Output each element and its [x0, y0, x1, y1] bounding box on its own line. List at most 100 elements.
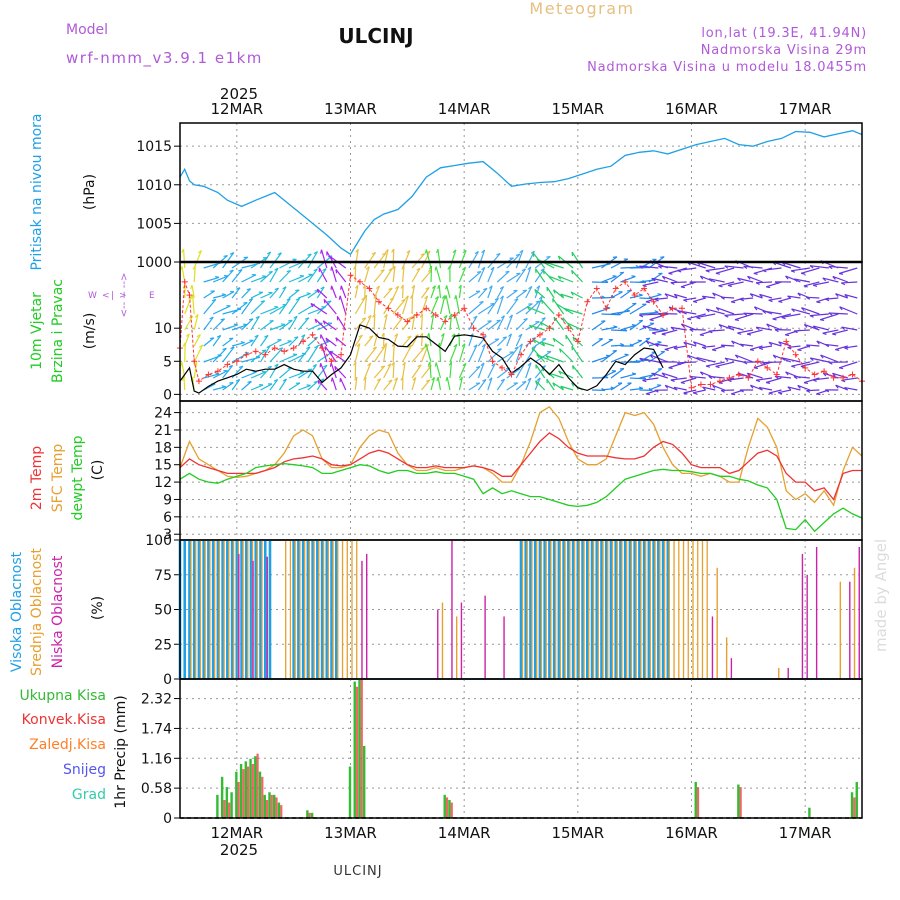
wind-arrow — [269, 347, 284, 363]
wind-arrow — [639, 313, 659, 316]
wind-arrow-head — [532, 345, 537, 349]
wind-arrow — [241, 288, 252, 299]
wind-arrow — [411, 377, 417, 391]
wind-arrow-head — [793, 330, 798, 334]
wind-arrow — [318, 267, 328, 283]
wind-arrow — [727, 325, 744, 331]
time-label-bottom: 16MAR — [665, 824, 718, 842]
wind-arrow-head — [670, 282, 675, 285]
wind-arrow — [737, 277, 754, 283]
wind-arrow-head — [687, 318, 692, 321]
wind-arrow — [288, 315, 298, 331]
wind-arrow — [797, 384, 811, 391]
wind-arrow — [402, 250, 411, 269]
precip-total-bar — [244, 761, 248, 818]
wind-arrow — [700, 275, 716, 283]
wind-arrow-head — [822, 277, 827, 282]
wind-arrow-head — [462, 362, 467, 367]
wind-arrow-head — [605, 306, 611, 309]
wind-arrow — [506, 314, 513, 331]
wind-arrow-head — [514, 346, 519, 350]
wind-arrow — [354, 343, 361, 363]
wind-arrow — [314, 318, 328, 331]
wind-arrow-head — [768, 392, 773, 395]
wind-arrow-head — [638, 386, 644, 389]
wind-arrow — [213, 294, 226, 299]
wind-arrow-head — [749, 348, 755, 352]
clouds-series — [178, 540, 862, 680]
wind-arrow-head — [380, 269, 385, 272]
wind-arrow-head — [670, 326, 675, 331]
wind-arrow-head — [518, 343, 523, 348]
wind-arrow — [298, 384, 311, 391]
direction-key-mid: | — [111, 291, 114, 301]
wind-arrow-head — [809, 265, 814, 269]
wind-arrow-head — [661, 372, 666, 377]
wind-arrow-head — [693, 300, 698, 303]
wind-arrow — [541, 341, 555, 347]
precip-ylabel: 1hr Precip (mm) — [113, 695, 129, 808]
wind-arrow — [658, 265, 678, 269]
wind-arrow-head — [778, 341, 782, 346]
station-title: ULCINJ — [338, 24, 413, 48]
wind-arrow — [320, 334, 328, 347]
wind-arrow — [702, 295, 716, 299]
wind-arrow-head — [673, 386, 678, 391]
wind-arrow-head — [766, 286, 771, 289]
wind-arrow-head — [793, 278, 798, 283]
wind-arrow-head — [548, 275, 552, 280]
wind-arrow-head — [424, 343, 427, 348]
wind-arrow — [322, 320, 337, 331]
wind-arrow-head — [254, 334, 259, 338]
wind-arrow — [749, 345, 763, 351]
wind-arrow — [260, 383, 273, 391]
gust-line — [179, 274, 863, 389]
clouds-tick-labels: 0 25 50 75 100 — [145, 533, 180, 688]
wind-arrow-head — [542, 270, 545, 275]
wind-arrow — [670, 281, 687, 284]
wind-arrow-head — [320, 249, 323, 254]
wind-arrow — [184, 315, 194, 331]
wind-arrow-head — [680, 381, 685, 384]
wind-arrow — [260, 306, 279, 315]
lonlat-label: lon,lat (19.3E, 41.94N) — [701, 26, 867, 41]
wind-arrow-head — [268, 270, 273, 273]
wind-arrow — [420, 313, 423, 331]
wind-arrow — [648, 368, 663, 379]
wind-arrow — [557, 275, 574, 283]
chart-kind: Meteogram — [529, 0, 634, 18]
y-tick-label: 25 — [154, 637, 172, 653]
wind-arrow-head — [791, 365, 796, 368]
temperature-grid — [180, 401, 862, 540]
wind-arrow-head — [330, 377, 333, 382]
wind-arrow-head — [803, 285, 808, 288]
wind-arrow — [835, 293, 848, 299]
legend-frozen-rain: Zaledj.Kisa — [29, 737, 106, 753]
precip-total-bar — [694, 781, 697, 818]
wind-arrow — [629, 377, 646, 380]
wind-arrow-head — [699, 275, 704, 280]
wind-arrow-head — [214, 275, 220, 278]
wind-arrow — [364, 252, 377, 269]
wind-arrow — [468, 366, 481, 379]
wind-arrow-head — [696, 317, 701, 320]
wind-ylabel: 10m Vjetar — [29, 292, 45, 370]
clouds-unit: (%) — [90, 596, 106, 620]
wind-arrow-head — [306, 292, 311, 295]
y-tick-label: 50 — [154, 603, 172, 619]
wind-arrow — [260, 365, 272, 379]
wind-arrow — [721, 296, 735, 299]
wind-arrow — [411, 347, 425, 363]
wind-arrow-head — [768, 341, 773, 346]
wind-arrow-head — [261, 349, 266, 352]
wind-arrow-head — [198, 344, 203, 348]
wind-arrow-head — [749, 293, 754, 298]
pressure-ylabel: Pritisak na nivou mora — [29, 113, 45, 270]
wind-arrow-head — [419, 313, 423, 318]
wind-arrow-head — [701, 295, 706, 300]
wind-arrow-head — [806, 390, 811, 393]
wind-arrow-head — [803, 324, 808, 328]
direction-key-e: E — [149, 291, 155, 301]
wind-arrow — [373, 313, 376, 331]
wind-arrow — [756, 281, 773, 284]
